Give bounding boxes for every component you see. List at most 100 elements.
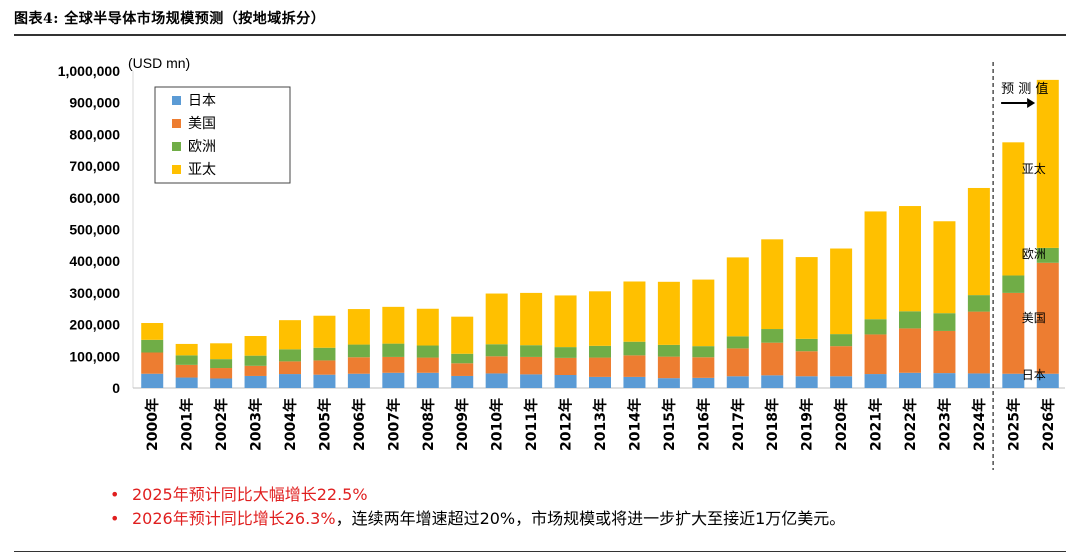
bar-chart: 0 100,000 200,000 300,000 400,000 500,000 600,… [58,55,1065,470]
bar-segment-亚太 [485,293,508,345]
bar-segment-亚太 [761,239,784,330]
x-tick-label: 2024年 [971,398,988,451]
bar-segment-亚太 [416,308,439,346]
bar-segment-亚太 [657,281,680,345]
x-tick-label: 2000年 [144,398,161,451]
x-tick-label: 2008年 [420,398,437,451]
note-2-red-text: 2026年预计同比增长26.3% [132,509,336,528]
y-tick-label: 1,000,000 [58,63,120,79]
inline-region-label: 亚太 [1022,161,1046,176]
bar-segment-日本 [451,375,474,388]
bar-segment-欧洲 [1036,247,1059,263]
figure-title: 图表4: 全球半导体市场规模预测（按地域拆分） [14,8,325,28]
bar-segment-日本 [554,375,577,388]
x-tick-label: 2013年 [592,398,609,451]
bar-segment-欧洲 [1002,275,1025,293]
bar-segment-欧洲 [520,345,543,357]
bar-segment-日本 [692,377,715,388]
bar-segment-亚太 [726,257,749,337]
bar-segment-日本 [623,376,646,388]
x-tick-label: 2011年 [523,398,540,451]
bar-segment-欧洲 [899,311,921,329]
bar-segment-亚太 [244,336,267,356]
bar-segment-日本 [382,372,405,388]
note-2-text: ，连续两年增速超过20%，市场规模或将进一步扩大至接近1万亿美元。 [335,509,846,528]
note-1-text: 2025年预计同比大幅增长22.5% [132,485,368,504]
x-tick-label: 2007年 [385,398,402,451]
bar-segment-日本 [864,374,887,388]
legend-swatch [172,165,181,174]
bar-segment-日本 [726,376,749,388]
bar-segment-亚太 [210,343,233,360]
bar-segment-亚太 [830,248,853,335]
bar-segment-美国 [347,357,370,374]
bar-segment-欧洲 [795,338,818,352]
y-tick-label: 300,000 [69,285,120,301]
y-tick-label: 400,000 [69,253,120,269]
bar-segment-日本 [416,372,439,388]
bar-segment-欧洲 [657,344,680,357]
bar-segment-美国 [520,356,543,375]
bar-segment-美国 [451,363,474,376]
legend-label: 亚太 [188,162,216,178]
bar-segment-欧洲 [382,343,405,357]
bar-segment-美国 [416,357,439,373]
bar-segment-亚太 [1002,142,1025,276]
bar-segment-美国 [210,368,233,379]
bar-segment-欧洲 [313,347,336,361]
legend-label: 欧洲 [188,139,216,155]
bar-segment-日本 [761,375,784,388]
figure-label: 图表4: [14,11,59,27]
bar-segment-日本 [244,375,267,388]
notes: • 2025年预计同比大幅增长22.5% • 2026年预计同比增长26.3%，连续… [110,483,845,531]
x-tick-label: 2018年 [764,398,781,451]
bar-segment-日本 [1002,373,1025,388]
bar-segment-欧洲 [416,345,439,358]
inline-region-label: 美国 [1022,311,1046,325]
bar-segment-亚太 [933,221,956,314]
y-tick-label: 700,000 [69,158,120,174]
bar-segment-亚太 [899,206,921,312]
bar-segment-日本 [175,377,198,388]
bar-segment-美国 [279,361,301,375]
bar-segment-美国 [382,356,405,373]
bar-segment-亚太 [141,323,164,340]
bar-segment-亚太 [347,309,370,345]
note-line-1: • 2025年预计同比大幅增长22.5% [110,483,845,507]
inline-region-label: 日本 [1022,368,1046,382]
x-tick-label: 2016年 [695,398,712,451]
bar-segment-欧洲 [485,344,508,357]
bar-segment-日本 [485,373,508,388]
bar-segment-日本 [1036,373,1059,388]
bar-segment-日本 [347,373,370,388]
bar-segment-美国 [623,355,646,377]
bar-segment-美国 [967,311,990,374]
bar-segment-美国 [141,352,164,374]
bar-segment-欧洲 [279,349,301,362]
bar-segment-欧洲 [210,359,233,369]
bar-segment-亚太 [451,316,474,354]
bar-segment-欧洲 [967,295,990,312]
x-tick-label: 2009年 [454,398,471,451]
y-tick-label: 0 [112,380,120,396]
bar-segment-亚太 [967,187,990,296]
bar-segment-美国 [313,360,336,375]
bar-segment-欧洲 [623,341,646,356]
bar-segment-日本 [279,374,301,388]
bar-segment-欧洲 [244,355,267,366]
inline-region-label: 欧洲 [1022,247,1046,261]
bar-segment-美国 [554,357,577,376]
x-tick-label: 2014年 [626,398,643,451]
bar-segment-美国 [899,328,921,373]
x-tick-label: 2002年 [213,398,230,451]
legend-label: 日本 [188,93,216,109]
bar-segment-美国 [244,365,267,376]
bar-segment-欧洲 [175,355,198,365]
y-tick-label: 200,000 [69,317,120,333]
forecast-label: 预 测 值 [1001,81,1048,97]
bar-segment-美国 [830,346,853,377]
bar-segment-亚太 [175,343,198,356]
bar-segment-亚太 [1036,79,1059,248]
x-tick-label: 2012年 [558,398,575,451]
bar-segment-美国 [1036,262,1059,374]
